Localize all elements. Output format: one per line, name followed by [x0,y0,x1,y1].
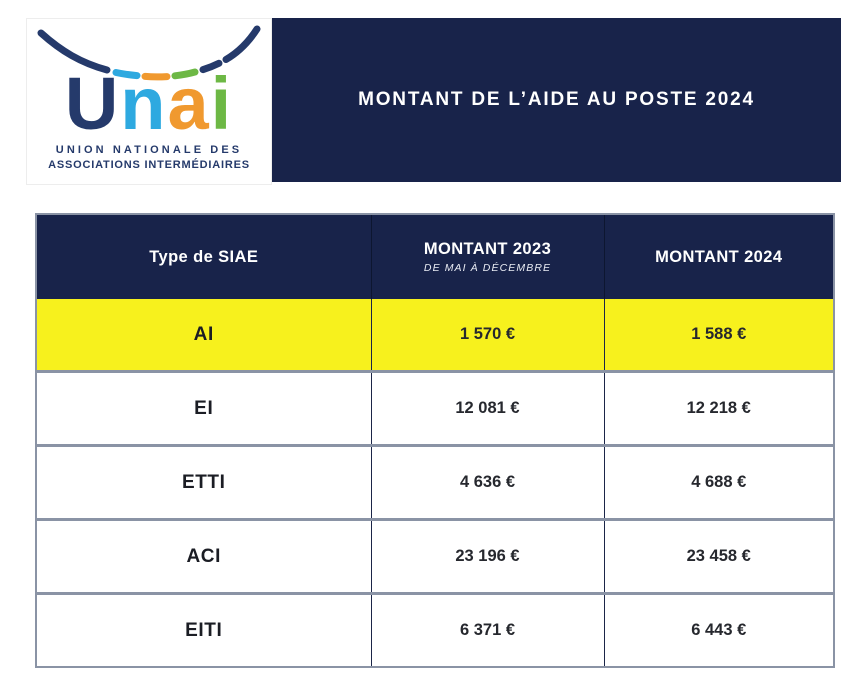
wordmark-letter-a: a [167,62,211,145]
montant-2023: 4 636 € [370,444,604,520]
page-title: MONTANT DE L’AIDE AU POSTE 2024 [358,89,755,110]
siae-type: AI [36,299,371,372]
table-row-eiti: EITI 6 371 € 6 443 € [36,592,834,667]
table-row-aci: ACI 23 196 € 23 458 € [36,518,834,594]
title-banner: MONTANT DE L’AIDE AU POSTE 2024 [272,18,841,182]
unai-arc-icon [37,25,261,81]
column-label: Type de SIAE [149,247,259,266]
logo-subtitle-line1: UNION NATIONALE DES [55,143,243,156]
column-label: MONTANT 2024 [655,247,783,266]
logo-subtitle: UNION NATIONALE DES ASSOCIATIONS INTERMÉ… [48,143,250,173]
column-header-montant-2024: MONTANT 2024 [603,214,834,299]
table-row-ai: AI 1 570 € 1 588 € [36,299,834,372]
wordmark-letter-i: i [210,62,234,145]
montant-2023: 23 196 € [370,518,604,594]
column-header-montant-2023: MONTANT 2023 DE MAI À DÉCEMBRE [370,214,604,299]
montant-2023: 6 371 € [370,592,604,667]
wordmark-letter-n: n [120,62,168,145]
table-header-row: Type de SIAE MONTANT 2023 DE MAI À DÉCEM… [36,214,834,299]
montant-2023: 12 081 € [370,370,604,446]
column-label: MONTANT 2023 [423,240,552,258]
montant-2023: 1 570 € [370,299,604,372]
table-row-etti: ETTI 4 636 € 4 688 € [36,444,834,520]
montant-2024: 12 218 € [603,370,834,446]
siae-type: ACI [36,518,371,594]
montant-2024: 1 588 € [603,299,834,372]
montant-2024: 4 688 € [603,444,834,520]
column-header-type-de-siae: Type de SIAE [36,214,371,299]
wordmark-letter-u: U [64,62,121,145]
montant-2024: 6 443 € [603,592,834,667]
montant-2024: 23 458 € [603,518,834,594]
column-sublabel: DE MAI À DÉCEMBRE [423,262,552,274]
aide-au-poste-table: Type de SIAE MONTANT 2023 DE MAI À DÉCEM… [35,213,835,668]
siae-type: EI [36,370,371,446]
siae-type: EITI [36,592,371,667]
table-row-ei: EI 12 081 € 12 218 € [36,370,834,446]
siae-type: ETTI [36,444,371,520]
logo-subtitle-line2: ASSOCIATIONS INTERMÉDIAIRES [48,158,250,171]
